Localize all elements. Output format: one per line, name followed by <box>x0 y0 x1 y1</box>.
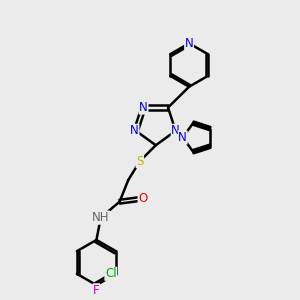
Text: N: N <box>178 131 187 144</box>
Text: NH: NH <box>92 211 110 224</box>
Text: N: N <box>185 37 194 50</box>
Text: F: F <box>93 284 100 297</box>
Text: N: N <box>130 124 139 137</box>
Text: N: N <box>171 124 180 137</box>
Text: S: S <box>136 155 144 168</box>
Text: O: O <box>138 192 147 205</box>
Text: Cl: Cl <box>105 267 117 280</box>
Text: N: N <box>139 101 148 114</box>
